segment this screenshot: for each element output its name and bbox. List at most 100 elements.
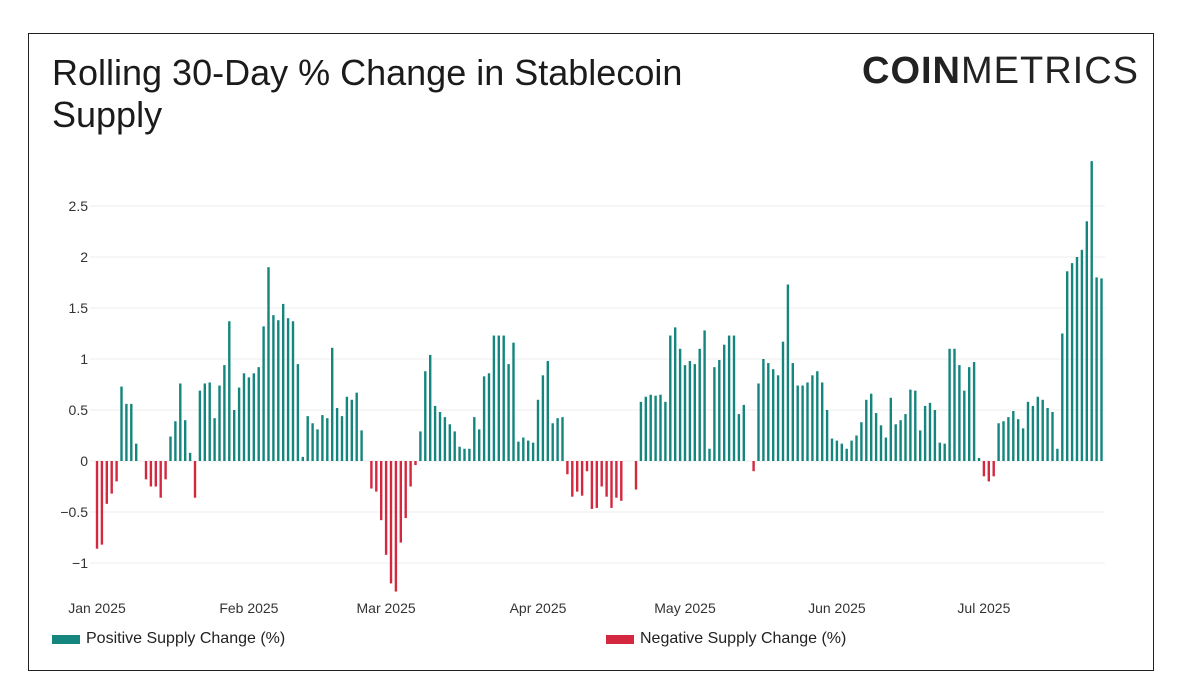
bar-positive	[757, 383, 760, 461]
bar-positive	[497, 335, 500, 461]
bar-positive	[1046, 407, 1049, 461]
bar-positive	[816, 371, 819, 461]
bar-negative	[615, 461, 618, 498]
bar-positive	[556, 418, 559, 461]
y-tick-label: −1	[72, 555, 88, 571]
bar-positive	[424, 371, 427, 461]
y-tick-label: 2	[80, 249, 88, 265]
bar-positive	[277, 320, 280, 461]
bar-positive	[835, 440, 839, 461]
bar-positive	[972, 362, 976, 461]
bar-negative	[399, 461, 402, 543]
bar-positive	[958, 365, 961, 461]
bar-positive	[340, 416, 344, 461]
bar-positive	[174, 421, 177, 461]
bar-positive	[311, 423, 314, 461]
bar-positive	[438, 412, 442, 461]
x-tick-label: Feb 2025	[219, 600, 278, 616]
bar-positive	[184, 420, 187, 461]
bar-negative	[95, 461, 99, 549]
bar-positive	[938, 442, 941, 461]
bar-positive	[644, 396, 647, 461]
bar-positive	[527, 440, 530, 461]
bar-positive	[772, 369, 775, 461]
bar-negative	[105, 461, 108, 504]
bar-positive	[963, 390, 966, 461]
bar-positive	[1095, 277, 1098, 461]
bar-positive	[830, 438, 834, 461]
bar-positive	[879, 425, 883, 461]
y-tick-label: 0	[80, 453, 88, 469]
bar-positive	[218, 385, 221, 461]
bar-positive	[482, 376, 486, 461]
bar-positive	[306, 416, 309, 461]
bar-positive	[1007, 417, 1010, 461]
bar-positive	[1066, 271, 1069, 461]
bar-positive	[429, 354, 432, 461]
bar-positive	[360, 430, 363, 461]
x-tick-label: Apr 2025	[510, 600, 567, 616]
bar-positive	[546, 361, 549, 461]
bar-positive	[914, 390, 917, 461]
bar-positive	[688, 361, 692, 461]
legend-label-positive: Positive Supply Change (%)	[86, 630, 286, 647]
bar-positive	[786, 284, 790, 461]
bar-negative	[571, 461, 574, 497]
bar-positive	[674, 327, 677, 461]
bar-positive	[355, 392, 358, 461]
bar-positive	[865, 399, 868, 461]
bar-positive	[1041, 399, 1044, 461]
bar-positive	[213, 418, 216, 461]
bar-positive	[801, 385, 804, 461]
bar-positive	[767, 363, 770, 461]
y-tick-label: 1	[80, 351, 88, 367]
coinmetrics-logo: COINMETRICS	[862, 50, 1139, 92]
bar-positive	[350, 399, 353, 461]
bar-positive	[943, 443, 946, 461]
legend-negative: Negative Supply Change (%)	[606, 630, 846, 648]
bar-negative	[394, 461, 398, 592]
bar-positive	[727, 335, 731, 461]
bar-positive	[649, 394, 652, 461]
bar-positive	[821, 382, 824, 461]
bar-negative	[566, 461, 569, 475]
bar-positive	[874, 413, 878, 461]
bar-positive	[463, 448, 466, 461]
bar-positive	[1017, 419, 1020, 461]
bar-positive	[1031, 405, 1035, 461]
bar-positive	[448, 424, 451, 461]
bar-positive	[1075, 257, 1079, 461]
bar-negative	[159, 461, 162, 498]
bar-negative	[409, 461, 412, 487]
bar-negative	[193, 461, 197, 498]
bar-negative	[110, 461, 113, 494]
bar-positive	[776, 375, 780, 461]
bar-negative	[384, 461, 388, 555]
bar-positive	[1056, 448, 1059, 461]
bar-positive	[487, 373, 491, 461]
x-tick-label: May 2025	[654, 600, 716, 616]
bar-positive	[252, 373, 255, 461]
bar-positive	[855, 435, 858, 461]
bar-positive	[933, 410, 937, 461]
bar-positive	[781, 341, 785, 461]
bar-negative	[154, 461, 157, 487]
bar-positive	[321, 415, 324, 461]
bar-negative	[370, 461, 373, 489]
bar-positive	[502, 335, 505, 461]
bar-positive	[1021, 428, 1025, 461]
bar-positive	[282, 303, 285, 461]
bar-positive	[536, 399, 540, 461]
bar-positive	[884, 437, 888, 461]
bar-positive	[850, 440, 853, 461]
legend-swatch-positive	[52, 634, 80, 644]
bar-positive	[272, 315, 275, 461]
bar-positive	[541, 375, 545, 461]
y-tick-label: −0.5	[60, 504, 88, 520]
bar-positive	[551, 423, 554, 461]
bar-positive	[723, 344, 726, 461]
bar-negative	[585, 461, 589, 472]
bar-positive	[125, 403, 128, 461]
bar-positive	[1012, 411, 1015, 461]
